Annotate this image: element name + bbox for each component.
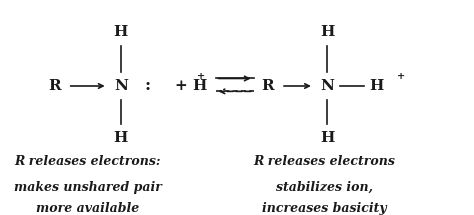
Text: R: R [262, 79, 274, 93]
Text: +: + [397, 72, 405, 81]
Text: R releases electrons: R releases electrons [254, 155, 396, 168]
Text: R: R [48, 79, 61, 93]
Text: :: : [145, 77, 151, 95]
Text: increases basicity: increases basicity [263, 202, 387, 215]
Text: R releases electrons:: R releases electrons: [14, 155, 161, 168]
Text: +: + [197, 72, 205, 81]
Text: stabilizes ion,: stabilizes ion, [276, 181, 373, 194]
Text: H: H [320, 25, 334, 39]
Text: H: H [114, 25, 128, 39]
Text: N: N [320, 79, 334, 93]
Text: N: N [114, 79, 128, 93]
Text: makes unshared pair: makes unshared pair [14, 181, 162, 194]
Text: H: H [320, 131, 334, 145]
Text: + H: + H [175, 79, 208, 93]
Text: more available: more available [36, 202, 139, 215]
Text: H: H [114, 131, 128, 145]
Text: H: H [370, 79, 384, 93]
